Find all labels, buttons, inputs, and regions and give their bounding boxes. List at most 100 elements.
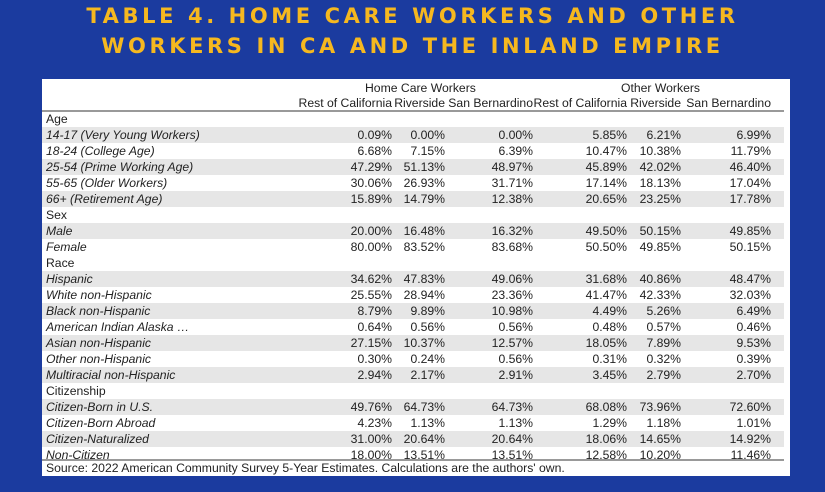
- table-cell: 0.56%: [498, 320, 533, 334]
- table-row: 18-24 (College Age) 6.68% 7.15% 6.39% 10.47%…: [42, 143, 784, 159]
- table-row: American Indian Alaska … 0.64% 0.56% 0.56% 0…: [42, 319, 784, 335]
- table-cell: 14.65%: [639, 432, 681, 446]
- table-cell: 68.08%: [585, 400, 627, 414]
- row-label: Multiracial non-Hispanic: [46, 368, 176, 382]
- column-header: San Bernardino: [448, 96, 533, 110]
- row-label: 25-54 (Prime Working Age): [46, 160, 194, 174]
- table-cell: 0.32%: [646, 352, 681, 366]
- table-cell: 20.65%: [585, 192, 627, 206]
- category-label: Citizenship: [46, 384, 106, 398]
- row-label: Citizen-Born Abroad: [46, 416, 156, 430]
- row-label: Citizen-Born in U.S.: [46, 400, 154, 414]
- table-cell: 40.86%: [639, 272, 681, 286]
- table-cell: 12.57%: [491, 336, 533, 350]
- row-label: Black non-Hispanic: [46, 304, 151, 318]
- table-row: 25-54 (Prime Working Age) 47.29% 51.13% 48.…: [42, 159, 784, 175]
- row-label: 66+ (Retirement Age): [46, 192, 163, 206]
- table-cell: 9.53%: [736, 336, 771, 350]
- table-cell: 3.45%: [592, 368, 627, 382]
- table-cell: 4.23%: [357, 416, 392, 430]
- table-cell: 31.68%: [585, 272, 627, 286]
- table-row: White non-Hispanic 25.55% 28.94% 23.36% 41.4…: [42, 287, 784, 303]
- table-cell: 11.46%: [730, 448, 771, 462]
- category-row: Race: [42, 255, 784, 271]
- table-cell: 32.03%: [729, 288, 771, 302]
- page-title-line-1: TABLE 4. HOME CARE WORKERS AND OTHER: [86, 4, 739, 28]
- table-cell: 18.13%: [639, 176, 681, 190]
- table-cell: 0.57%: [646, 320, 681, 334]
- table-cell: 18.06%: [585, 432, 627, 446]
- table-row: Male 20.00% 16.48% 16.32% 49.50% 50.15% 49.85%: [42, 223, 784, 239]
- column-header-row: Rest of California Riverside San Bernard…: [42, 95, 784, 111]
- table-row: Citizen-Naturalized 31.00% 20.64% 20.64% 18.…: [42, 431, 784, 447]
- table-cell: 30.06%: [350, 176, 392, 190]
- category-label: Race: [46, 256, 75, 270]
- table-cell: 83.68%: [491, 240, 533, 254]
- category-label: Age: [46, 112, 68, 126]
- table-cell: 2.94%: [357, 368, 392, 382]
- table-cell: 15.89%: [350, 192, 392, 206]
- row-label: Non-Citizen: [46, 448, 110, 462]
- table-cell: 49.85%: [639, 240, 681, 254]
- table-row: Hispanic 34.62% 47.83% 49.06% 31.68% 40.86% 48…: [42, 271, 784, 287]
- table-cell: 4.49%: [592, 304, 627, 318]
- table-cell: 20.64%: [491, 432, 533, 446]
- table-cell: 0.00%: [498, 128, 533, 142]
- table-cell: 45.89%: [585, 160, 627, 174]
- table-row: Citizen-Born in U.S. 49.76% 64.73% 64.73% 68…: [42, 399, 784, 415]
- row-label: Citizen-Naturalized: [46, 432, 149, 446]
- table-cell: 13.51%: [491, 448, 533, 462]
- row-label: Other non-Hispanic: [46, 352, 151, 366]
- table-cell: 9.89%: [410, 304, 445, 318]
- table-cell: 2.17%: [410, 368, 445, 382]
- row-label: Female: [46, 240, 87, 254]
- table-cell: 1.01%: [736, 416, 771, 430]
- table-cell: 11.79%: [730, 144, 771, 158]
- table-cell: 41.47%: [585, 288, 627, 302]
- table-cell: 47.29%: [350, 160, 392, 174]
- table-cell: 49.06%: [491, 272, 533, 286]
- table-row: 55-65 (Older Workers) 30.06% 26.93% 31.71% 1…: [42, 175, 784, 191]
- table-cell: 12.38%: [491, 192, 533, 206]
- table-cell: 1.29%: [592, 416, 627, 430]
- table-cell: 10.37%: [403, 336, 445, 350]
- table-cell: 6.21%: [646, 128, 681, 142]
- row-label: American Indian Alaska …: [46, 320, 190, 334]
- table-cell: 48.47%: [729, 272, 771, 286]
- row-label: Asian non-Hispanic: [46, 336, 152, 350]
- table-cell: 50.15%: [639, 224, 681, 238]
- table-cell: 17.78%: [729, 192, 771, 206]
- table-cell: 49.76%: [350, 400, 392, 414]
- table-cell: 31.00%: [350, 432, 392, 446]
- table-cell: 17.04%: [729, 176, 771, 190]
- table-cell: 0.56%: [410, 320, 445, 334]
- table-cell: 49.50%: [585, 224, 627, 238]
- table-cell: 25.55%: [350, 288, 392, 302]
- table-cell: 34.62%: [350, 272, 392, 286]
- table-cell: 46.40%: [729, 160, 771, 174]
- table-cell: 83.52%: [403, 240, 445, 254]
- table-row: 14-17 (Very Young Workers) 0.09% 0.00% 0.00…: [42, 127, 784, 143]
- table-cell: 2.91%: [498, 368, 533, 382]
- table-cell: 6.99%: [736, 128, 771, 142]
- table-cell: 0.09%: [357, 128, 392, 142]
- data-table: Home Care Workers Other Workers Rest of …: [42, 79, 790, 476]
- table-row: Asian non-Hispanic 27.15% 10.37% 12.57% 18.0…: [42, 335, 784, 351]
- table-cell: 10.98%: [491, 304, 533, 318]
- group-header-home-care: Home Care Workers: [365, 81, 476, 95]
- column-header: Riverside: [630, 96, 681, 110]
- table-cell: 50.50%: [585, 240, 627, 254]
- header-divider: [42, 110, 784, 112]
- table-cell: 0.31%: [592, 352, 627, 366]
- table-row: Other non-Hispanic 0.30% 0.24% 0.56% 0.31% 0.…: [42, 351, 784, 367]
- table-cell: 20.00%: [350, 224, 392, 238]
- table-cell: 1.13%: [498, 416, 533, 430]
- table-cell: 0.00%: [410, 128, 445, 142]
- table-cell: 6.39%: [498, 144, 533, 158]
- table-cell: 12.58%: [585, 448, 627, 462]
- table-cell: 49.85%: [729, 224, 771, 238]
- table-cell: 50.15%: [729, 240, 771, 254]
- table-cell: 5.85%: [592, 128, 627, 142]
- table-row: Multiracial non-Hispanic 2.94% 2.17% 2.91% 3…: [42, 367, 784, 383]
- table-cell: 0.56%: [498, 352, 533, 366]
